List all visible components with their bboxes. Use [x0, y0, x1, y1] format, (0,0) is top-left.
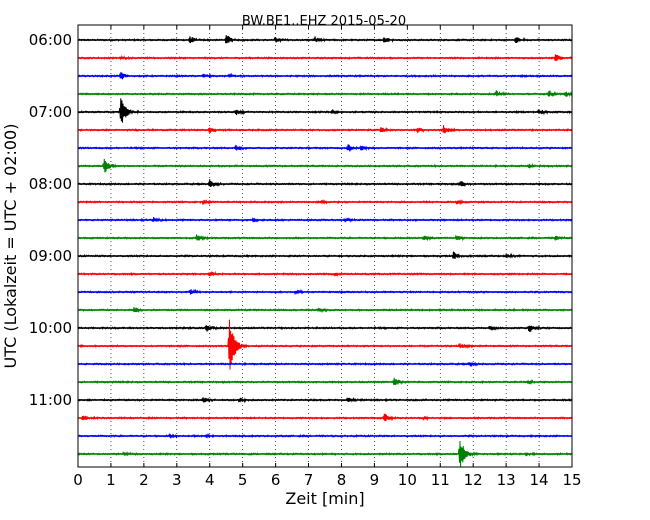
- trace-waveform: [78, 216, 573, 223]
- x-tick-label: 7: [304, 471, 314, 489]
- trace-0800: [77, 179, 573, 188]
- y-tick-label: 07:00: [29, 103, 72, 121]
- trace-0645: [77, 90, 573, 98]
- y-tick-label: 11:00: [29, 391, 72, 409]
- chart-title: BW.BE1..EHZ 2015-05-20: [242, 14, 406, 29]
- y-axis: 06:00 07:00 08:00 09:00 10:00 11:00: [29, 31, 83, 409]
- trace-0730: [77, 144, 573, 152]
- x-tick-label: 9: [370, 471, 380, 489]
- trace-0600: [77, 34, 573, 44]
- plot-frame: [77, 24, 573, 468]
- x-tick-label: 3: [172, 471, 182, 489]
- x-tick-label: 2: [139, 471, 149, 489]
- trace-0745: [77, 158, 573, 173]
- trace-0900: [77, 251, 573, 259]
- x-axis-label: Zeit [min]: [285, 489, 364, 508]
- x-axis: 0 1 2 3 4 5 6 7 8 9 10 11 12 13 14 15: [73, 25, 582, 489]
- trace-waveform: [77, 90, 573, 98]
- trace-waveform: [77, 288, 573, 296]
- x-tick-label: 14: [530, 471, 549, 489]
- trace-waveform: [77, 198, 573, 206]
- trace-waveform: [77, 325, 573, 333]
- x-tick-label: 12: [464, 471, 483, 489]
- trace-waveform: [77, 54, 573, 62]
- trace-waveform: [77, 270, 573, 277]
- trace-waveform: [78, 413, 573, 422]
- x-tick-label: 15: [562, 471, 581, 489]
- trace-0815: [77, 198, 573, 206]
- trace-waveform: [77, 72, 573, 80]
- trace-0830: [78, 216, 573, 223]
- trace-waveform: [77, 440, 573, 467]
- trace-0715: [77, 125, 573, 134]
- y-tick-label: 08:00: [29, 175, 72, 193]
- x-tick-label: 11: [431, 471, 450, 489]
- x-tick-label: 4: [205, 471, 215, 489]
- x-tick-label: 8: [337, 471, 347, 489]
- trace-waveform: [77, 34, 573, 44]
- x-tick-label: 13: [497, 471, 516, 489]
- x-tick-label: 6: [271, 471, 281, 489]
- x-tick-label: 10: [398, 471, 417, 489]
- trace-waveform: [77, 251, 573, 259]
- trace-1100: [78, 396, 573, 404]
- x-tick-label: 1: [106, 471, 116, 489]
- trace-waveform: [77, 361, 573, 367]
- trace-0930: [77, 288, 573, 296]
- trace-0945: [77, 307, 573, 314]
- trace-waveform: [78, 234, 573, 242]
- trace-waveform: [77, 144, 573, 152]
- trace-1045: [78, 377, 573, 385]
- y-tick-label: 09:00: [29, 247, 72, 265]
- y-tick-label: 06:00: [29, 31, 72, 49]
- trace-waveform: [77, 98, 573, 123]
- y-axis-label: UTC (Lokalzeit = UTC + 02:00): [1, 124, 20, 369]
- trace-waveform: [77, 319, 573, 370]
- trace-waveform: [78, 396, 573, 404]
- x-tick-label: 5: [238, 471, 248, 489]
- trace-waveform: [77, 179, 573, 188]
- trace-0630: [77, 72, 573, 80]
- trace-waveform: [78, 377, 573, 385]
- trace-1115: [78, 413, 573, 422]
- vertical-grid: [110, 25, 540, 467]
- trace-waveform: [77, 432, 573, 439]
- trace-waveform: [77, 307, 573, 314]
- x-tick-label: 0: [73, 471, 83, 489]
- trace-1130: [77, 432, 573, 439]
- trace-waveform: [77, 125, 573, 134]
- trace-0845: [78, 234, 573, 242]
- trace-0915: [77, 270, 573, 277]
- trace-0615: [77, 54, 573, 62]
- trace-1000: [77, 325, 573, 333]
- trace-waveform: [77, 158, 573, 173]
- y-tick-label: 10:00: [29, 319, 72, 337]
- trace-1030: [77, 361, 573, 367]
- trace-1015: [77, 319, 573, 370]
- trace-1145: [77, 440, 573, 467]
- trace-group: [77, 34, 573, 467]
- trace-0700: [77, 98, 573, 123]
